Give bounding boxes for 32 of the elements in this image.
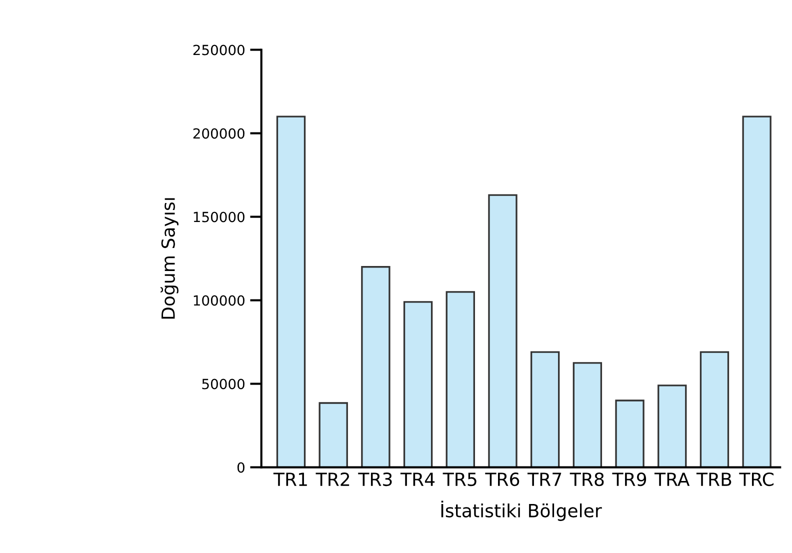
bar bbox=[658, 384, 687, 468]
x-tick-label: TR6 bbox=[485, 472, 520, 486]
bar bbox=[361, 266, 390, 468]
x-tick-label: TR4 bbox=[400, 472, 435, 486]
bar bbox=[318, 402, 348, 468]
bar bbox=[615, 400, 644, 468]
y-tick-label: 100000 bbox=[194, 295, 244, 306]
x-tick-label: TR1 bbox=[273, 472, 307, 486]
x-tick-label: TRC bbox=[739, 472, 774, 486]
bar bbox=[403, 301, 433, 468]
x-tick-label: TR9 bbox=[612, 472, 646, 486]
bar bbox=[700, 351, 730, 468]
bar bbox=[488, 194, 518, 468]
y-tick-label: 200000 bbox=[193, 128, 244, 139]
x-tick-label: TR2 bbox=[316, 472, 350, 486]
x-axis-title: İstatistiki Bölgeler bbox=[441, 500, 602, 521]
bar bbox=[742, 116, 772, 468]
x-tick-label: TR8 bbox=[570, 472, 604, 486]
y-tick-label: 50000 bbox=[202, 378, 244, 390]
x-tick-label: TR5 bbox=[442, 472, 476, 486]
y-tick-label: 0 bbox=[237, 462, 244, 473]
x-tick-label: TRB bbox=[696, 472, 732, 486]
x-tick-label: TR3 bbox=[358, 472, 392, 486]
bar bbox=[530, 351, 560, 468]
bar bbox=[572, 362, 602, 468]
bar bbox=[276, 116, 306, 468]
y-axis-title: Doğum Sayısı bbox=[160, 198, 178, 319]
bar bbox=[446, 291, 475, 468]
x-tick-label: TRA bbox=[654, 472, 690, 486]
x-tick-label: TR7 bbox=[528, 472, 562, 486]
y-tick-label: 150000 bbox=[194, 212, 244, 222]
y-tick-label: 250000 bbox=[193, 44, 244, 56]
